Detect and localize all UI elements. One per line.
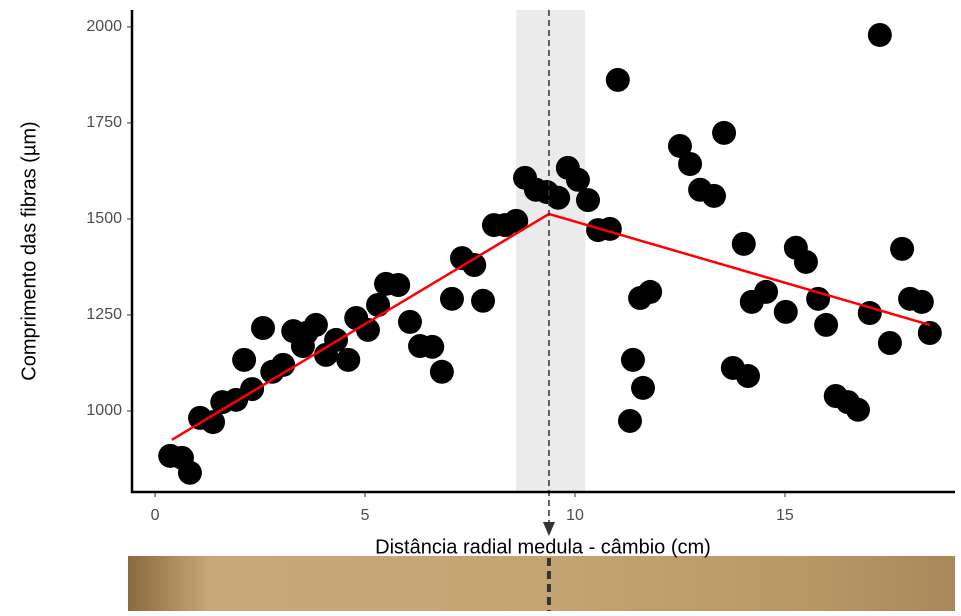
y-axis-label: Comprimento das fibras (µm) (18, 121, 40, 380)
point (605, 67, 630, 92)
point (631, 375, 656, 400)
point (712, 120, 737, 145)
breakpoint-arrow (542, 522, 555, 536)
point (546, 185, 571, 210)
point (814, 312, 839, 337)
point (251, 316, 276, 341)
point (917, 320, 942, 345)
point (576, 188, 601, 213)
breakpoint-interval (516, 10, 586, 492)
x-tick-label: 10 (566, 507, 584, 524)
point (397, 309, 422, 334)
x-tick-label: 5 (361, 507, 370, 524)
point (867, 22, 892, 47)
point (857, 301, 882, 326)
y-tick-label: 1500 (86, 210, 122, 227)
y-tick-label: 2000 (86, 18, 122, 35)
wood-sample (128, 556, 955, 611)
point (439, 286, 464, 311)
point (877, 330, 902, 355)
point (620, 347, 645, 372)
point (201, 410, 226, 435)
point (462, 253, 487, 278)
point (336, 347, 361, 372)
point (890, 236, 915, 261)
x-tick-label: 15 (776, 507, 794, 524)
x-tick-label: 0 (151, 507, 160, 524)
point (678, 152, 703, 177)
point (366, 292, 391, 317)
point (420, 334, 445, 359)
point (754, 279, 779, 304)
point (701, 183, 726, 208)
point (793, 249, 818, 274)
point (504, 208, 529, 233)
point (177, 460, 202, 485)
point (565, 167, 590, 192)
point (735, 364, 760, 389)
y-tick-label: 1250 (86, 306, 122, 323)
point (232, 347, 257, 372)
y-tick-label: 1750 (86, 114, 122, 131)
point (471, 288, 496, 313)
point (731, 231, 756, 256)
point (617, 408, 642, 433)
point (638, 279, 663, 304)
point (355, 317, 380, 342)
point (667, 133, 692, 158)
point (429, 359, 454, 384)
point (303, 312, 328, 337)
point (806, 286, 831, 311)
point (846, 397, 871, 422)
point (773, 299, 798, 324)
point (597, 216, 622, 241)
point (909, 289, 934, 314)
y-tick-label: 1000 (86, 402, 122, 419)
x-axis-label: Distância radial medula - câmbio (cm) (375, 536, 711, 558)
point (324, 327, 349, 352)
point (386, 272, 411, 297)
